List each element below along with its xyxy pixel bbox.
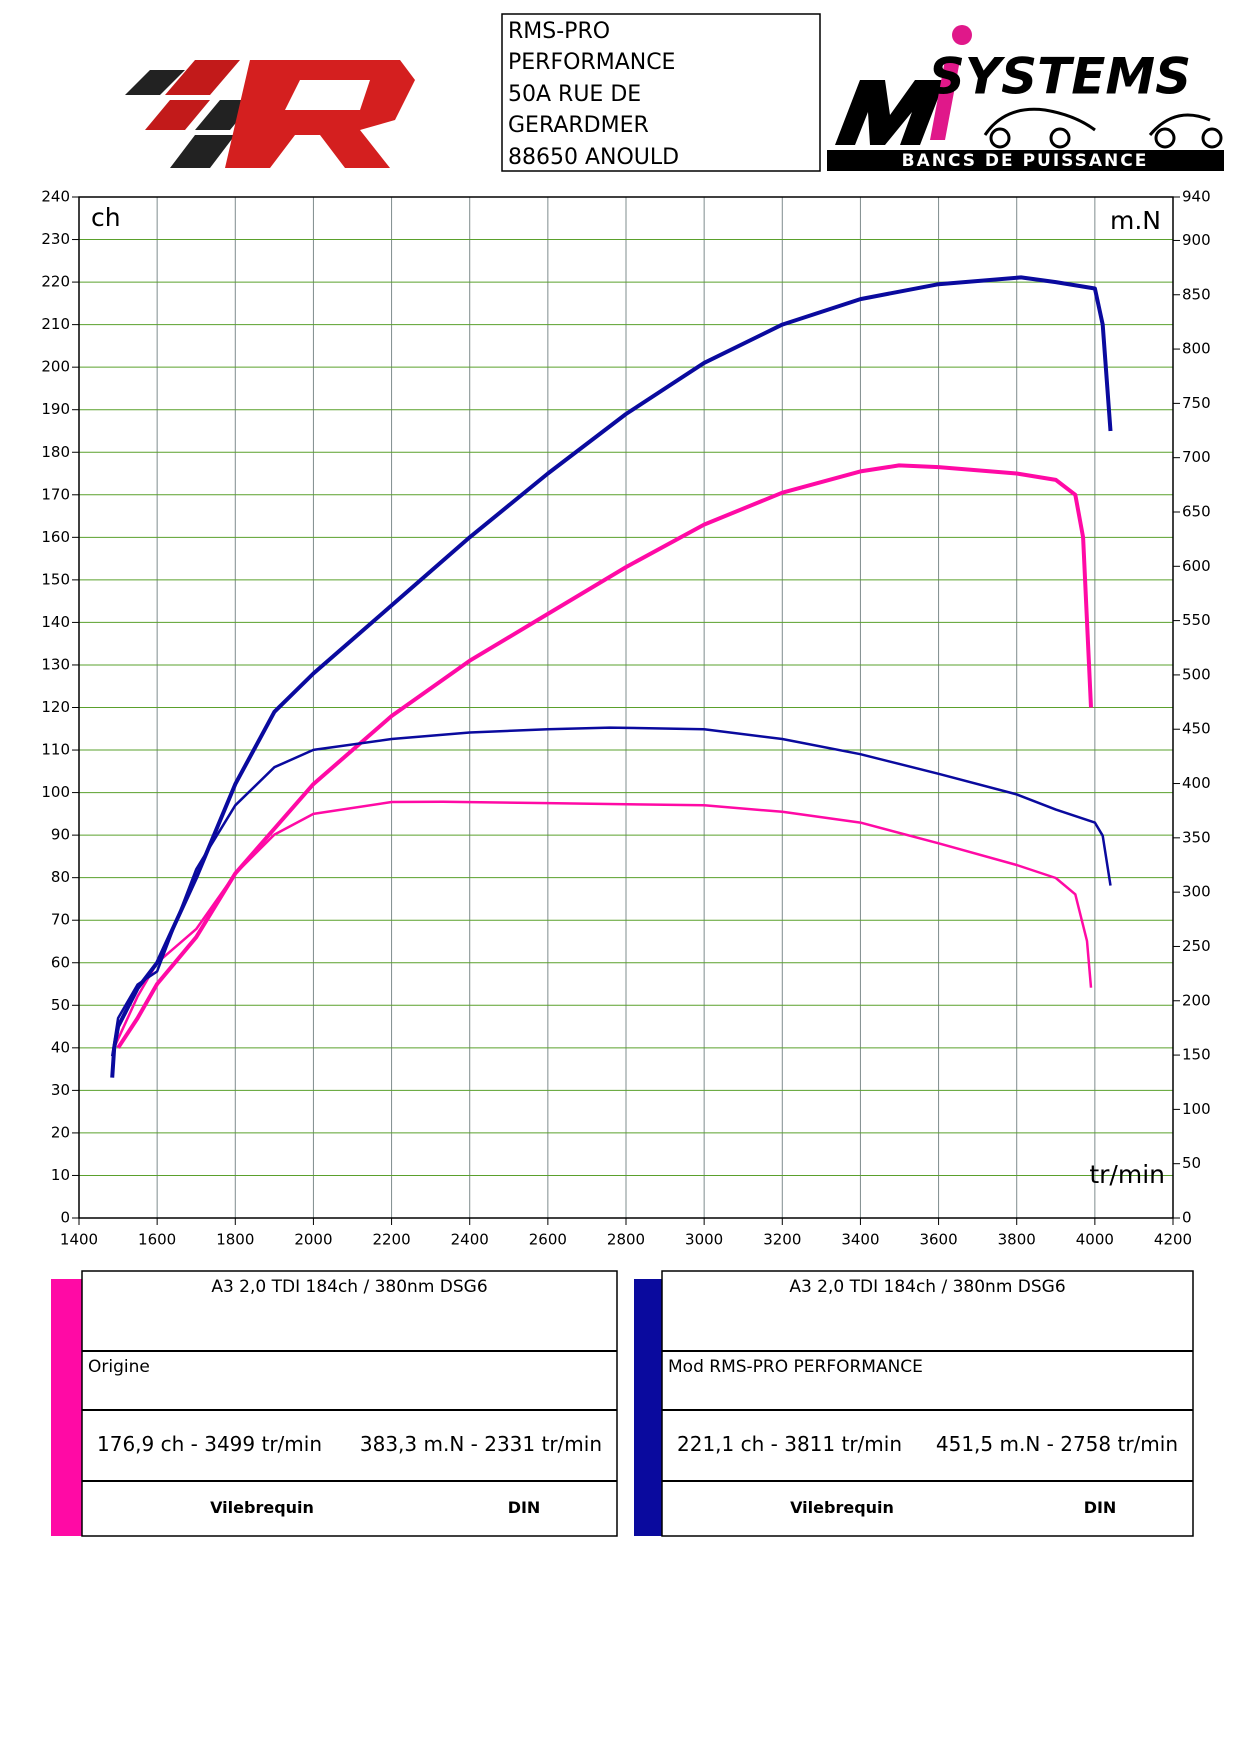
series-line xyxy=(110,726,1112,1057)
y-tick-label: 170 xyxy=(41,485,70,503)
y2-tick-label: 550 xyxy=(1182,611,1211,629)
panel-label: Mod RMS-PRO PERFORMANCE xyxy=(668,1357,923,1377)
y-tick-label: 190 xyxy=(41,400,70,418)
y2-tick-label: 900 xyxy=(1182,231,1211,249)
y2-tick-label: 450 xyxy=(1182,720,1211,738)
address-line: GERARDMER xyxy=(508,113,649,138)
y2-tick-label: 100 xyxy=(1182,1100,1211,1118)
y2-tick-label: 700 xyxy=(1182,448,1211,466)
x-tick-label: 4200 xyxy=(1154,1231,1192,1249)
x-tick-label: 2600 xyxy=(529,1231,567,1249)
y-tick-label: 120 xyxy=(41,698,70,716)
y-tick-label: 150 xyxy=(41,570,70,588)
panel-col2: DIN xyxy=(1084,1498,1117,1517)
y-tick-label: 70 xyxy=(51,911,70,929)
y-tick-label: 130 xyxy=(41,655,70,673)
panel-title: A3 2,0 TDI 184ch / 380nm DSG6 xyxy=(211,1277,487,1297)
address-line: RMS-PRO xyxy=(508,19,610,44)
x-tick-label: 3200 xyxy=(763,1231,801,1249)
series-line xyxy=(116,463,1093,1049)
y-tick-label: 40 xyxy=(51,1038,70,1056)
y-tick-label: 160 xyxy=(41,528,70,546)
y-tick-label: 10 xyxy=(51,1166,70,1184)
panel-box xyxy=(81,1270,618,1537)
x-tick-label: 2200 xyxy=(372,1231,410,1249)
panel-color-bar xyxy=(51,1279,82,1536)
x-tick-label: 3600 xyxy=(919,1231,957,1249)
panel-power: 221,1 ch - 3811 tr/min xyxy=(677,1432,902,1456)
y2-tick-label: 500 xyxy=(1182,665,1211,683)
y2-tick-label: 150 xyxy=(1182,1046,1211,1064)
y2-tick-label: 750 xyxy=(1182,394,1211,412)
y2-tick-label: 50 xyxy=(1182,1154,1201,1172)
panel-title: A3 2,0 TDI 184ch / 380nm DSG6 xyxy=(789,1277,1065,1297)
y2-tick-label: 650 xyxy=(1182,502,1211,520)
x-tick-label: 3800 xyxy=(998,1231,1036,1249)
address-box xyxy=(501,13,821,172)
y2-tick-label: 850 xyxy=(1182,285,1211,303)
panel-color-bar xyxy=(634,1279,662,1536)
y-tick-label: 210 xyxy=(41,315,70,333)
plot-frame xyxy=(78,196,1174,1219)
x-axis-label: tr/min xyxy=(1089,1160,1165,1189)
panel-label: Origine xyxy=(88,1357,150,1377)
y2-tick-label: 800 xyxy=(1182,340,1211,358)
x-tick-label: 2400 xyxy=(451,1231,489,1249)
y-tick-label: 20 xyxy=(51,1123,70,1141)
x-tick-label: 3000 xyxy=(685,1231,723,1249)
y-axis-label: ch xyxy=(91,203,121,232)
x-tick-label: 2000 xyxy=(294,1231,332,1249)
x-tick-label: 1600 xyxy=(138,1231,176,1249)
logo-right: SYSTEMS BANCS DE PUISSANCE xyxy=(827,25,1224,171)
x-tick-label: 2800 xyxy=(607,1231,645,1249)
x-tick-label: 1400 xyxy=(60,1231,98,1249)
y-tick-label: 180 xyxy=(41,443,70,461)
y-tick-label: 230 xyxy=(41,230,70,248)
x-tick-label: 3400 xyxy=(841,1231,879,1249)
y-tick-label: 60 xyxy=(51,953,70,971)
y2-tick-label: 940 xyxy=(1182,188,1211,206)
y-tick-label: 240 xyxy=(41,188,70,206)
series-line xyxy=(113,800,1093,1049)
y-tick-label: 50 xyxy=(51,996,70,1014)
panel-col1: Vilebrequin xyxy=(790,1498,894,1517)
y2-tick-label: 200 xyxy=(1182,991,1211,1009)
address-line: 88650 ANOULD xyxy=(508,145,679,170)
y-tick-label: 90 xyxy=(51,826,70,844)
series-line xyxy=(110,275,1113,1078)
logo-subtext: BANCS DE PUISSANCE xyxy=(902,151,1149,171)
y-tick-label: 100 xyxy=(41,783,70,801)
y-tick-label: 110 xyxy=(41,741,70,759)
panel-col1: Vilebrequin xyxy=(210,1498,314,1517)
y-tick-label: 140 xyxy=(41,613,70,631)
y2-tick-label: 600 xyxy=(1182,557,1211,575)
x-tick-label: 1800 xyxy=(216,1231,254,1249)
logo-left xyxy=(125,60,415,168)
y-tick-label: 30 xyxy=(51,1081,70,1099)
y-tick-label: 0 xyxy=(60,1209,70,1227)
y-tick-label: 200 xyxy=(41,358,70,376)
y2-tick-label: 0 xyxy=(1182,1209,1192,1227)
y2-tick-label: 250 xyxy=(1182,937,1211,955)
logo-text: SYSTEMS xyxy=(929,48,1191,106)
panels: A3 2,0 TDI 184ch / 380nm DSG6 Origine 176,… xyxy=(51,1270,1194,1537)
y-tick-label: 80 xyxy=(51,868,70,886)
y2-tick-label: 350 xyxy=(1182,828,1211,846)
y2-tick-label: 400 xyxy=(1182,774,1211,792)
panel-col2: DIN xyxy=(508,1498,541,1517)
plot: 1400 1600 1800 2000 2200 2400 2600 2800 3000 3200… xyxy=(41,188,1210,1249)
x-tick-label: 4000 xyxy=(1076,1231,1114,1249)
y-tick-label: 220 xyxy=(41,273,70,291)
y2-axis-label: m.N xyxy=(1110,206,1161,235)
panel-torque: 451,5 m.N - 2758 tr/min xyxy=(936,1432,1178,1456)
panel-box xyxy=(661,1270,1194,1537)
address-line: PERFORMANCE xyxy=(508,50,675,75)
panel-torque: 383,3 m.N - 2331 tr/min xyxy=(360,1432,602,1456)
panel-power: 176,9 ch - 3499 tr/min xyxy=(97,1432,322,1456)
address-line: 50A RUE DE xyxy=(508,82,641,107)
y2-tick-label: 300 xyxy=(1182,883,1211,901)
